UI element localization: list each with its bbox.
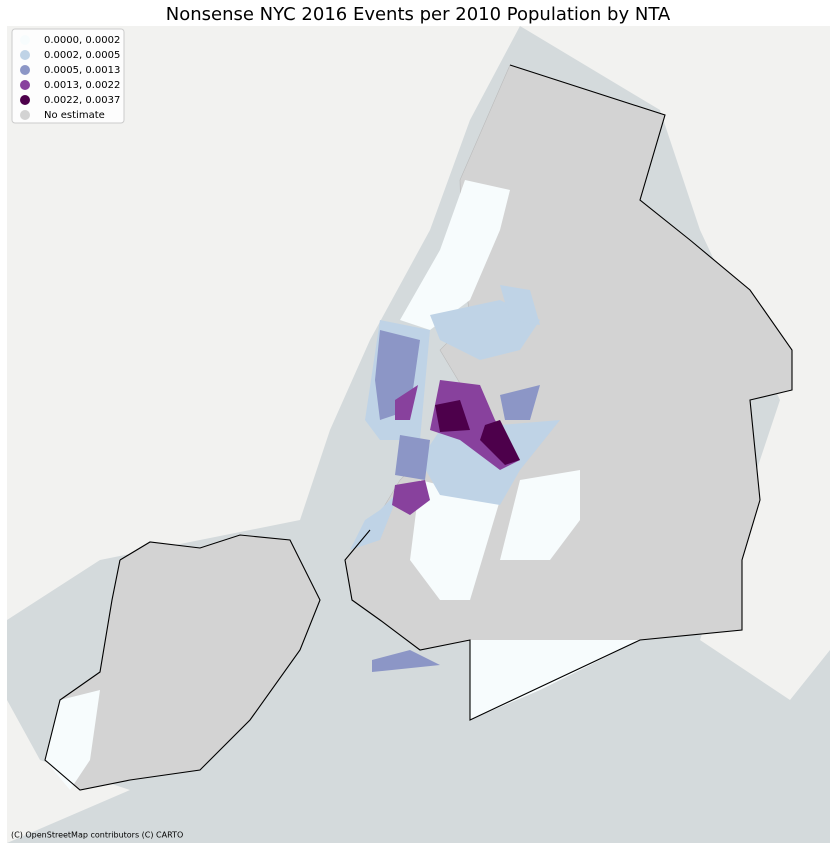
legend-label: 0.0005, 0.0013 [44, 65, 120, 76]
nta-pale [400, 180, 510, 330]
legend-box [11, 28, 125, 124]
nta-light [350, 490, 400, 550]
nta-high [395, 385, 418, 420]
legend-swatch [20, 80, 30, 90]
coastline [44, 534, 321, 791]
legend-label: 0.0002, 0.0005 [44, 50, 120, 61]
legend-swatch [20, 65, 30, 75]
legend-swatch [20, 50, 30, 60]
legend-label: 0.0000, 0.0002 [44, 35, 120, 46]
legend-label: 0.0013, 0.0022 [44, 80, 120, 91]
land-nj [7, 26, 520, 620]
coastline [344, 64, 793, 721]
land-east [520, 26, 830, 700]
nta-mid [395, 435, 430, 480]
attribution: (C) OpenStreetMap contributors (C) CARTO [11, 831, 183, 840]
nta-high [392, 480, 430, 515]
legend-swatch [20, 95, 30, 105]
legend-swatch [20, 35, 30, 45]
nta-top [435, 400, 470, 432]
nta-light [500, 285, 540, 325]
nta-pale [45, 690, 100, 790]
nta-pale [410, 480, 500, 600]
nta-mid [500, 385, 540, 420]
map-title: Nonsense NYC 2016 Events per 2010 Popula… [166, 4, 671, 25]
nta-top [480, 420, 520, 465]
legend-label: 0.0022, 0.0037 [44, 95, 120, 106]
legend-swatch [20, 110, 30, 120]
neighborhoods [44, 64, 793, 791]
nta-pale [500, 470, 580, 560]
legend-label: No estimate [44, 110, 105, 121]
legend: 0.0000, 0.0002 0.0002, 0.0005 0.0005, 0.00… [11, 28, 125, 124]
nta-mid [372, 650, 440, 672]
